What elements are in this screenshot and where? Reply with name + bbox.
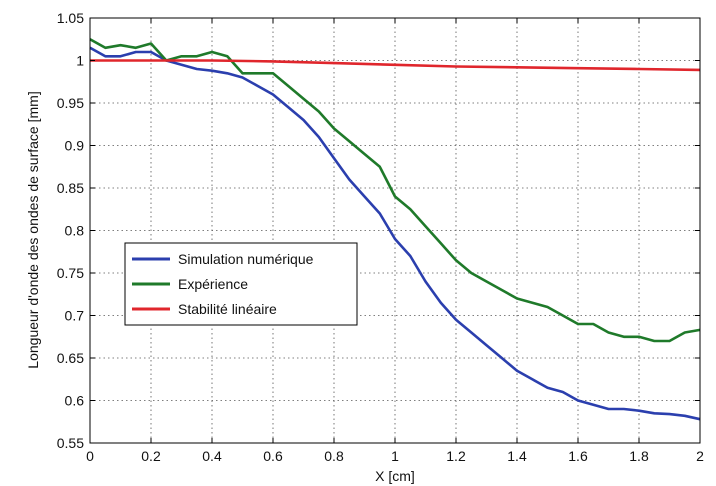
x-tick-label: 0.4 (202, 448, 222, 464)
y-tick-label: 0.65 (57, 350, 84, 366)
x-tick-label: 0.2 (141, 448, 161, 464)
y-tick-label: 0.55 (57, 435, 84, 451)
y-tick-label: 0.75 (57, 265, 84, 281)
x-tick-label: 1 (391, 448, 399, 464)
x-tick-label: 0 (86, 448, 94, 464)
legend-label: Stabilité linéaire (178, 301, 277, 317)
series-lines (89, 38, 701, 421)
y-tick-label: 0.6 (65, 393, 85, 409)
x-tick-label: 1.4 (507, 448, 527, 464)
x-tick-label: 0.8 (324, 448, 344, 464)
series-line-stabilite (90, 59, 701, 72)
y-tick-label: 0.7 (65, 308, 85, 324)
y-tick-label: 1.05 (57, 10, 84, 26)
grid-lines (90, 18, 700, 443)
y-tick-label: 1 (76, 53, 84, 69)
legend: Simulation numérique Expérience Stabilité … (124, 242, 358, 326)
y-axis-ticks: 0.55 0.6 0.65 0.7 0.75 0.8 0.85 0.9 0.95 1 1.05 (57, 10, 700, 451)
y-tick-label: 0.9 (65, 138, 85, 154)
y-axis-label: Longueur d'onde des ondes de surface [mm… (25, 91, 41, 368)
legend-label: Simulation numérique (178, 251, 314, 267)
x-tick-label: 1.6 (568, 448, 588, 464)
y-tick-label: 0.85 (57, 180, 84, 196)
x-tick-label: 1.2 (446, 448, 466, 464)
y-tick-label: 0.95 (57, 95, 84, 111)
legend-label: Expérience (178, 276, 248, 292)
x-axis-label: X [cm] (375, 468, 415, 484)
x-tick-label: 1.8 (629, 448, 649, 464)
x-axis-ticks: 0 0.2 0.4 0.6 0.8 1 1.2 1.4 1.6 1.8 2 (86, 18, 704, 464)
series-line-experience (89, 38, 701, 343)
y-tick-label: 0.8 (65, 223, 85, 239)
x-tick-label: 2 (696, 448, 704, 464)
series-line-simulation (89, 46, 701, 421)
x-tick-label: 0.6 (263, 448, 283, 464)
